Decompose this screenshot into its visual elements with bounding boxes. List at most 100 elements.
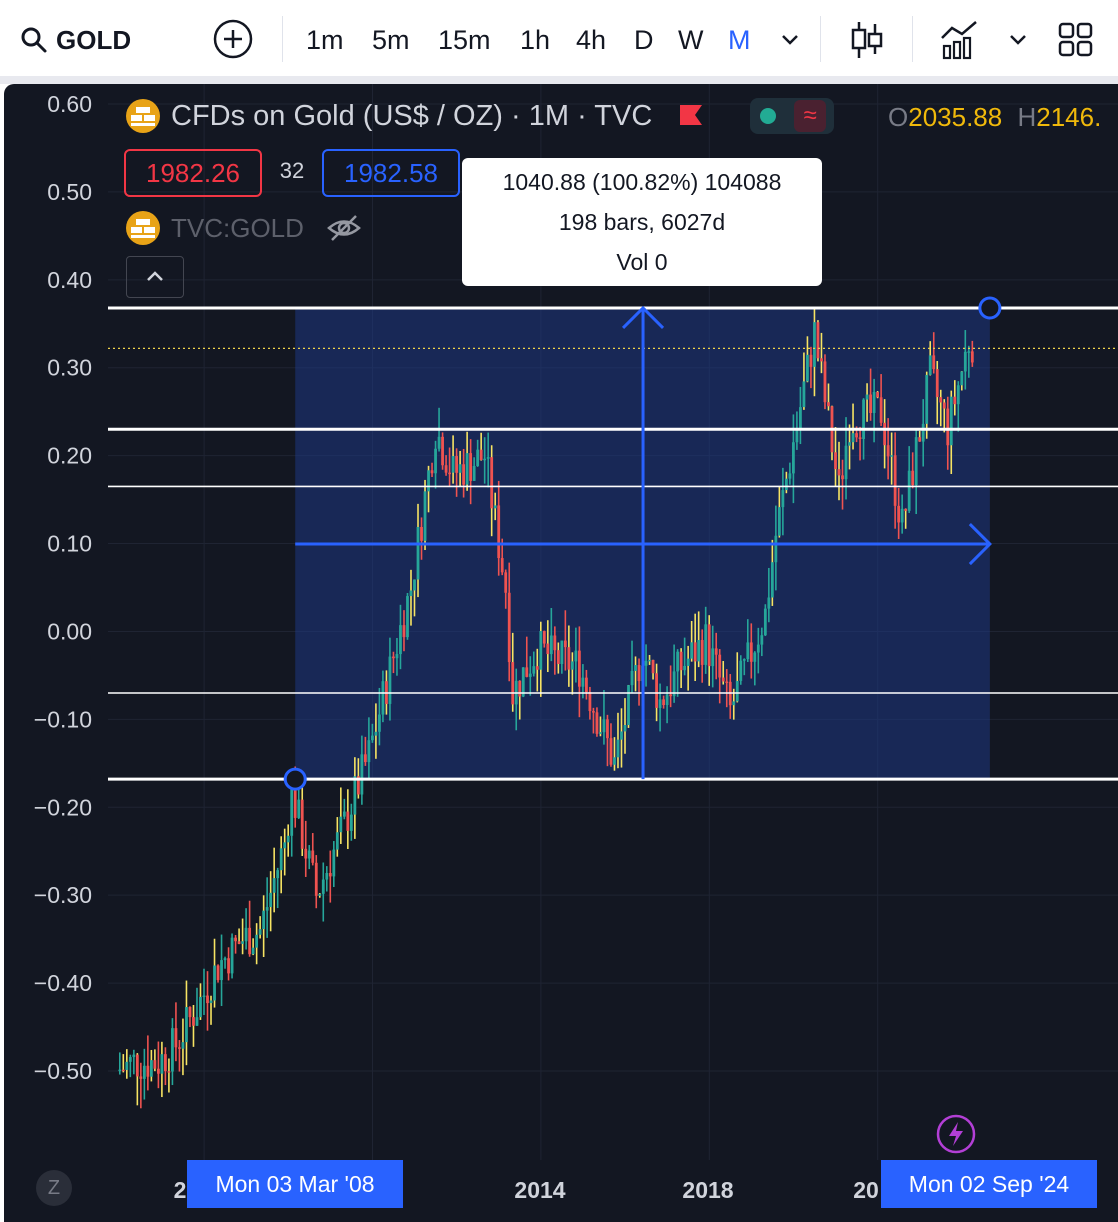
grid-layout-icon bbox=[1058, 22, 1093, 57]
x-axis-labels: 2 2014 2018 20 bbox=[174, 1177, 879, 1203]
lightning-icon bbox=[936, 1114, 976, 1154]
candle-body bbox=[827, 402, 830, 407]
candle-body bbox=[574, 650, 578, 662]
zoom-reset-button[interactable]: Z bbox=[36, 1170, 72, 1206]
candle-body bbox=[732, 701, 736, 706]
timeframe-dropdown-button[interactable] bbox=[778, 20, 802, 60]
candle-body bbox=[588, 692, 592, 712]
candle-body bbox=[125, 1061, 129, 1070]
alert-bolt-button[interactable] bbox=[936, 1114, 976, 1154]
timeframe-1h-button[interactable]: 1h bbox=[520, 25, 551, 55]
toolbar-divider bbox=[820, 16, 821, 62]
candle-body bbox=[167, 1071, 171, 1073]
candle-body bbox=[521, 667, 525, 697]
candle-body bbox=[893, 455, 897, 506]
candle-body bbox=[160, 1054, 164, 1074]
candle-body bbox=[963, 351, 967, 372]
candle-body bbox=[406, 596, 409, 638]
chart-canvas[interactable]: 0.60 0.50 0.40 0.30 0.20 0.10 0.00 −0.10 −0.20 −0… bbox=[4, 84, 1118, 1222]
candle-body bbox=[697, 640, 701, 662]
symbol-search-button[interactable]: GOLD bbox=[20, 20, 131, 60]
timeframe-1m-button[interactable]: 1m bbox=[306, 25, 344, 55]
candle-body bbox=[820, 358, 823, 362]
candle-body bbox=[753, 652, 757, 662]
legend-title[interactable]: CFDs on Gold (US$ / OZ) · 1M · TVC bbox=[171, 99, 653, 132]
eye-hidden-icon[interactable] bbox=[326, 213, 362, 243]
candle-body bbox=[816, 322, 820, 359]
gold-bars-icon bbox=[126, 211, 160, 245]
candle-body bbox=[353, 776, 357, 815]
candle-body bbox=[511, 662, 515, 705]
chart-type-button[interactable] bbox=[850, 20, 884, 60]
indicators-dropdown-button[interactable] bbox=[1006, 20, 1030, 60]
candle-body bbox=[834, 452, 837, 470]
candle-body bbox=[279, 848, 283, 871]
candle-body bbox=[181, 1042, 185, 1049]
measure-bars-text: 198 bars, 6027d bbox=[558, 209, 726, 235]
plus-circle-icon bbox=[213, 19, 253, 59]
candle-body bbox=[206, 995, 209, 1004]
candle-body bbox=[451, 456, 455, 473]
candle-body bbox=[802, 381, 806, 408]
measure-change-text: 1040.88 (100.82%) 104088 bbox=[502, 169, 782, 195]
market-status-badge[interactable]: ≈ bbox=[750, 98, 835, 134]
chart-pane[interactable]: 0.60 0.50 0.40 0.30 0.20 0.10 0.00 −0.10 −0.20 −0… bbox=[4, 84, 1118, 1222]
indicators-icon bbox=[941, 21, 977, 60]
timeframe-5m-button[interactable]: 5m bbox=[372, 25, 410, 55]
candle-body bbox=[118, 1069, 122, 1072]
layout-button[interactable] bbox=[1058, 20, 1094, 60]
candle-body bbox=[367, 740, 371, 763]
y-axis-tick-label: −0.20 bbox=[34, 794, 92, 820]
timeframe-15m-button[interactable]: 15m bbox=[438, 25, 491, 55]
candle-body bbox=[325, 872, 329, 880]
candle-body bbox=[227, 958, 230, 974]
candle-body bbox=[314, 862, 318, 896]
candle-body bbox=[342, 811, 346, 817]
measure-volume-text: Vol 0 bbox=[616, 249, 668, 275]
candle-body bbox=[413, 579, 416, 591]
timeframe-m-button[interactable]: M bbox=[728, 25, 751, 55]
candle-body bbox=[637, 665, 641, 682]
candle-body bbox=[949, 396, 953, 446]
candle-body bbox=[585, 677, 588, 693]
candle-body bbox=[623, 725, 627, 732]
timeframe-d-button[interactable]: D bbox=[634, 25, 654, 55]
candle-body bbox=[946, 408, 950, 446]
candle-body bbox=[932, 355, 936, 370]
collapse-legend-button[interactable] bbox=[126, 256, 184, 298]
sell-button[interactable]: 1982.26 bbox=[124, 149, 262, 197]
x-axis-label: 20 bbox=[853, 1177, 879, 1203]
flag-icon[interactable] bbox=[676, 101, 706, 131]
candle-body bbox=[542, 631, 546, 644]
candle-body bbox=[606, 719, 609, 739]
candle-body bbox=[911, 470, 915, 486]
buy-button[interactable]: 1982.58 bbox=[322, 149, 460, 197]
timeframe-4h-button[interactable]: 4h bbox=[576, 25, 607, 55]
candle-body bbox=[858, 437, 862, 440]
candle-body bbox=[904, 508, 908, 511]
horizontal-levels bbox=[108, 306, 1118, 781]
candle-body bbox=[497, 505, 501, 559]
y-axis-tick-label: 0.60 bbox=[47, 91, 92, 117]
x-axis-label: 2018 bbox=[682, 1177, 733, 1203]
ohlc-values: O2035.88 H2146. bbox=[888, 102, 1101, 133]
candle-body bbox=[935, 369, 939, 398]
indicators-button[interactable] bbox=[940, 20, 980, 60]
candle-body bbox=[164, 1054, 167, 1072]
candle-body bbox=[567, 647, 571, 670]
candle-body bbox=[560, 640, 564, 665]
compare-symbol-label[interactable]: TVC:GOLD bbox=[171, 212, 304, 243]
candle-body bbox=[444, 465, 448, 473]
candle-body bbox=[328, 872, 332, 877]
candle-body bbox=[171, 1028, 174, 1072]
timeframe-w-button[interactable]: W bbox=[678, 25, 704, 55]
candle-body bbox=[262, 910, 266, 930]
measure-end-date-label: Mon 02 Sep '24 bbox=[881, 1160, 1097, 1208]
candle-body bbox=[311, 850, 315, 863]
gold-bars-icon bbox=[126, 99, 160, 133]
compare-add-button[interactable] bbox=[212, 18, 254, 59]
x-axis-label: 2 bbox=[174, 1177, 187, 1203]
candle-body bbox=[851, 433, 855, 443]
legend-row: CFDs on Gold (US$ / OZ) · 1M · TVC ≈ bbox=[125, 98, 835, 134]
candle-body bbox=[806, 354, 809, 382]
